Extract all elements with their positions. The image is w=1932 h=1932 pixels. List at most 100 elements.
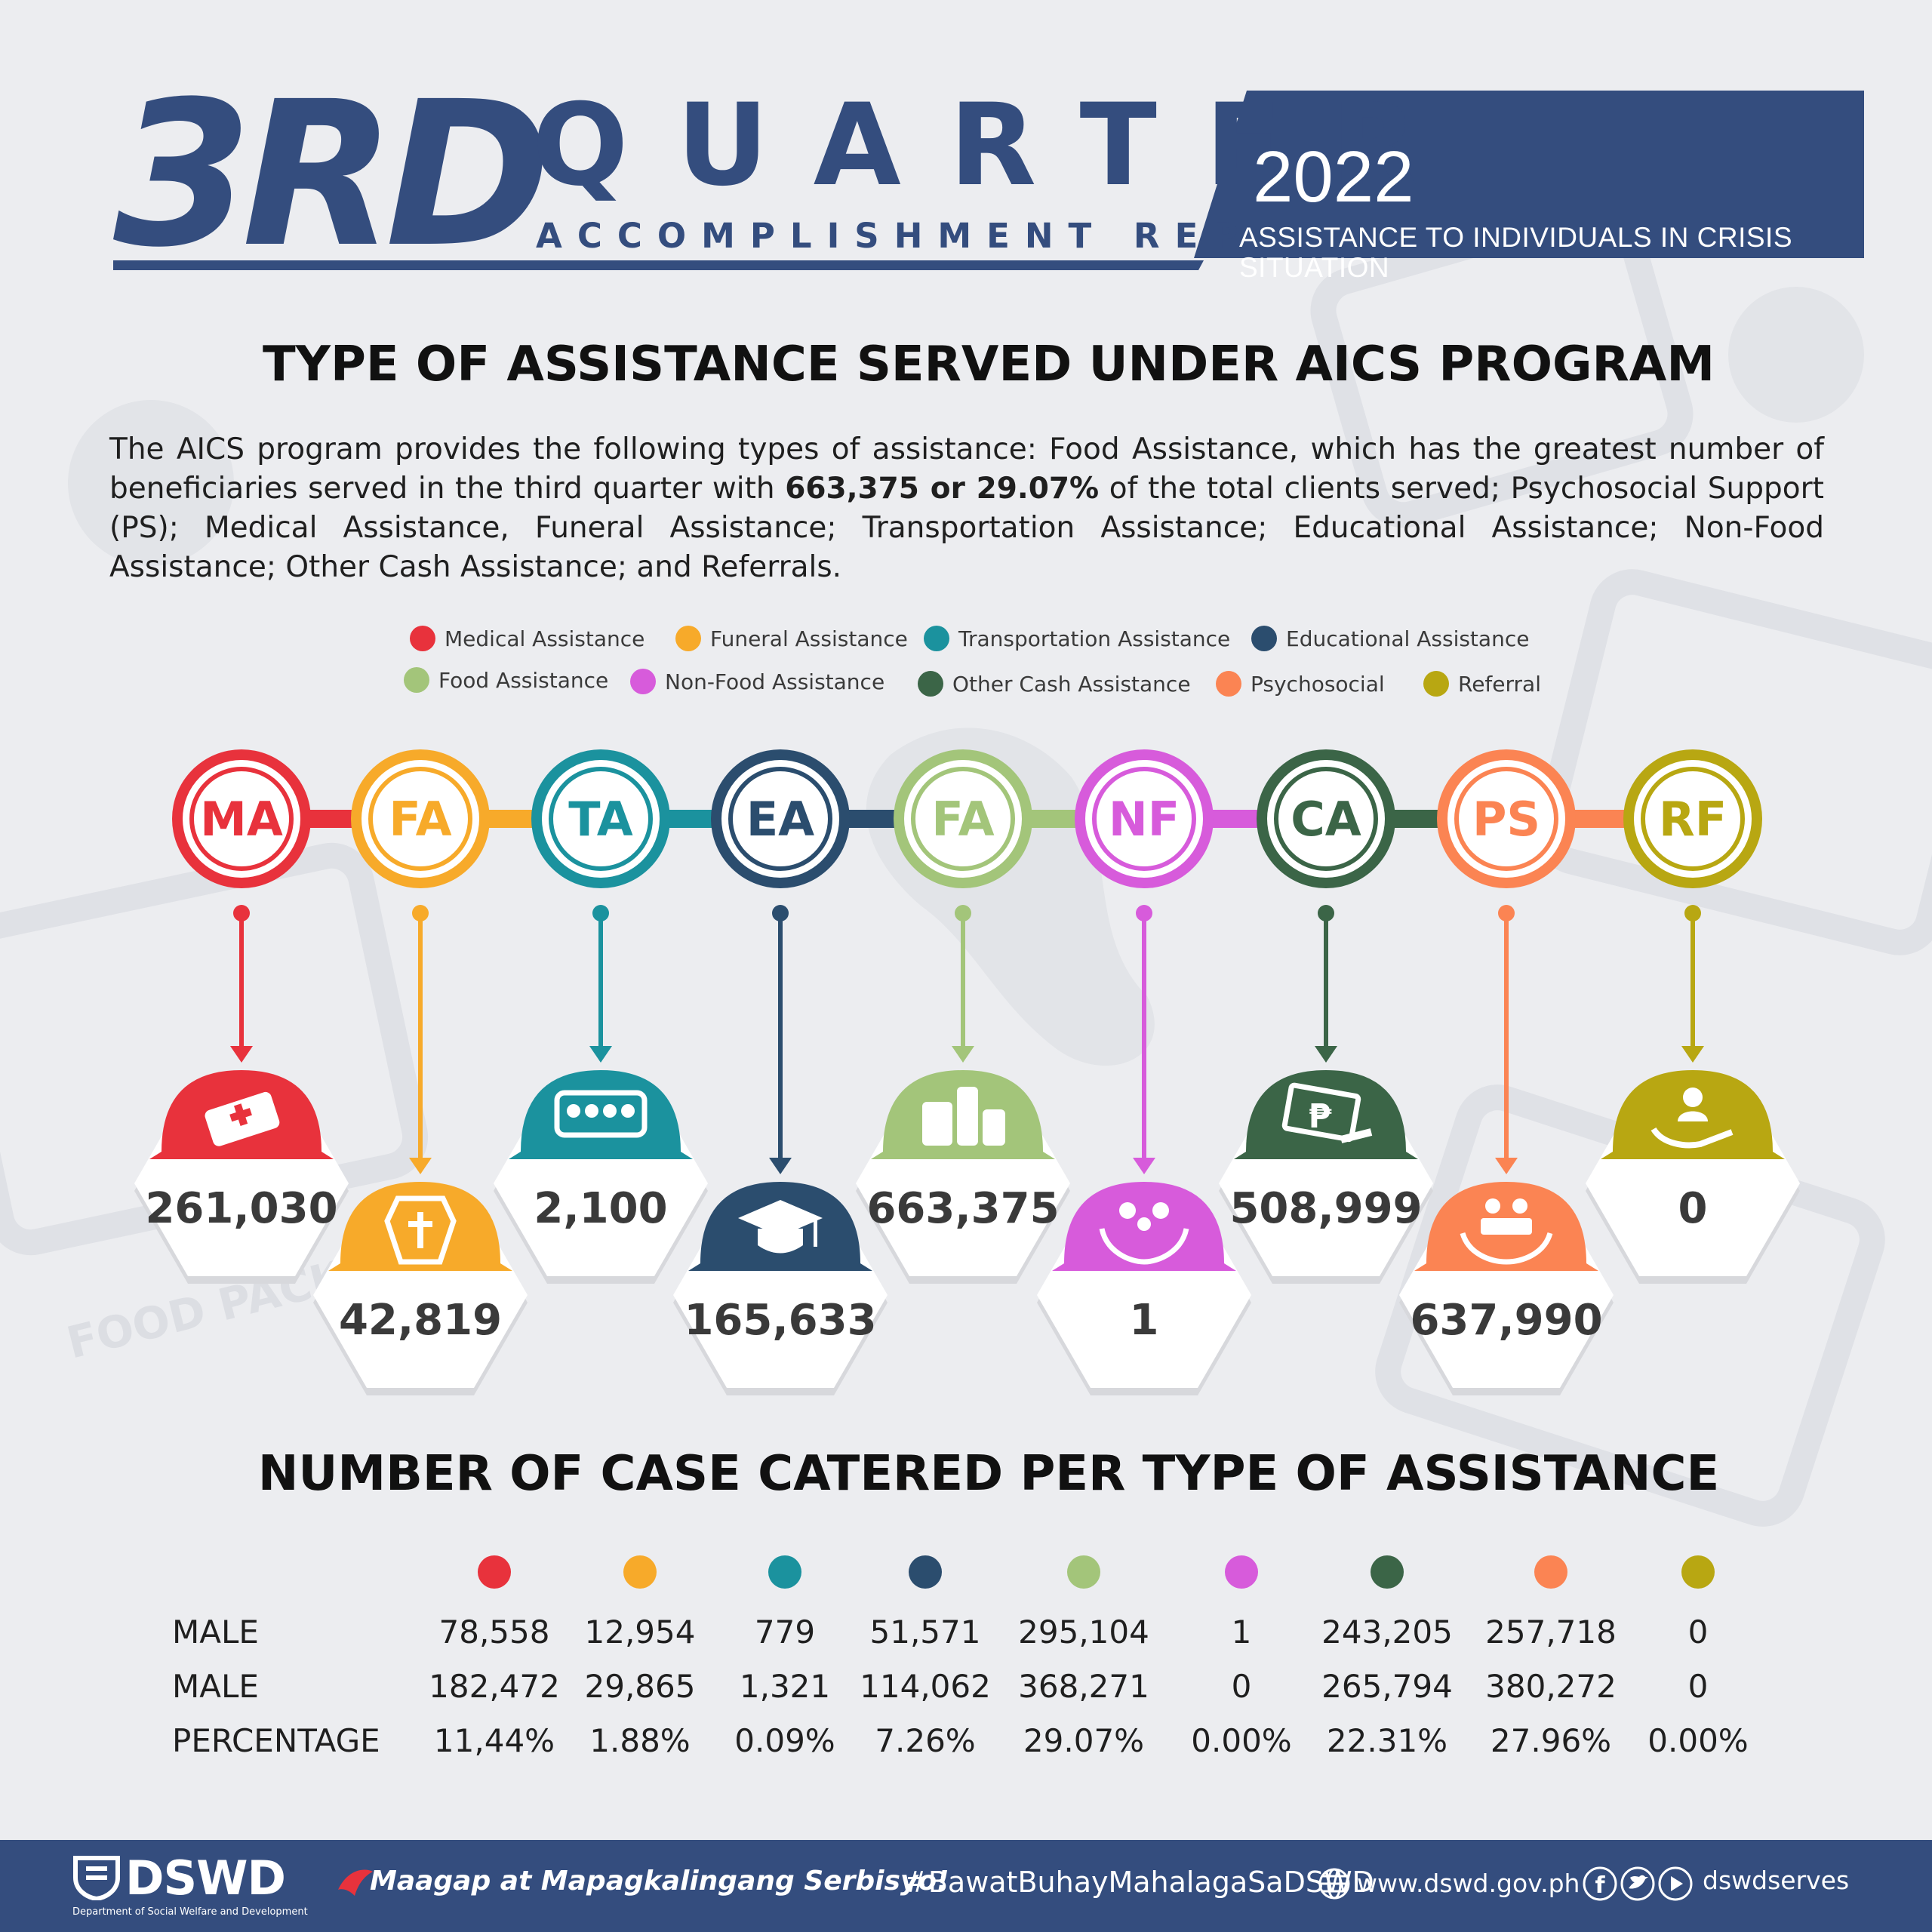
node-inner: [183, 760, 300, 878]
facebook-icon[interactable]: f: [1583, 1866, 1617, 1901]
svg-text:f: f: [1595, 1872, 1605, 1899]
node-inner-ring: [1274, 767, 1378, 871]
icon-banner: [1234, 1070, 1418, 1159]
legend-dot: [675, 626, 701, 651]
graduation-cap-icon: [738, 1200, 823, 1254]
assistance-total: 165,633: [684, 1296, 876, 1345]
node-inner-ring: [1092, 767, 1196, 871]
legend-item-funeral: Funeral Assistance: [675, 626, 908, 651]
footer-social-handle[interactable]: dswdserves: [1703, 1866, 1850, 1895]
column-color-dot: [1067, 1555, 1100, 1589]
node-inner-ring: [1454, 767, 1558, 871]
legend-dot: [924, 626, 949, 651]
table-cell: 182,472: [429, 1668, 560, 1705]
bus-passengers-icon: [554, 1090, 648, 1138]
legend-item-psychosocial: Psychosocial: [1216, 671, 1385, 697]
node-inner-ring: [189, 767, 294, 871]
legend-dot: [404, 667, 429, 693]
arrow-head: [589, 1046, 612, 1063]
table-cell: 7.26%: [875, 1722, 976, 1759]
table-cell: 257,718: [1485, 1614, 1617, 1651]
node-inner-ring: [549, 767, 653, 871]
counseling-hands-icon: [1460, 1198, 1553, 1265]
legend-dot: [1423, 671, 1449, 697]
social-icons: f: [1583, 1866, 1693, 1901]
arrow-head: [230, 1046, 253, 1063]
column-color-dot: [909, 1555, 942, 1589]
legend-item-food: Food Assistance: [404, 667, 608, 693]
groceries-icon: [922, 1087, 1005, 1146]
node-inner-ring: [911, 767, 1015, 871]
arrow-line: [1142, 913, 1146, 1161]
dswd-emblem-icon: [73, 1856, 120, 1900]
assistance-total: 637,990: [1410, 1296, 1602, 1345]
family-hands-icon: [1099, 1202, 1189, 1265]
table-cell: 12,954: [584, 1614, 696, 1651]
column-color-dot: [1534, 1555, 1567, 1589]
assistance-total: 508,999: [1229, 1184, 1422, 1233]
table-cell: 29,865: [584, 1668, 696, 1705]
report-year: 2022: [1253, 137, 1414, 217]
column-color-dot: [768, 1555, 801, 1589]
table-cell: 243,205: [1321, 1614, 1453, 1651]
arrow-line: [778, 913, 783, 1161]
table-cell: 265,794: [1321, 1668, 1453, 1705]
legend-dot: [630, 669, 656, 694]
table-cell: 78,558: [438, 1614, 550, 1651]
legend-item-non-food: Non-Food Assistance: [630, 669, 884, 694]
footer-slogan: Maagap at Mapagkalingang Serbisyo!: [370, 1866, 949, 1897]
arrow-line: [1324, 913, 1328, 1049]
table-cell: 0.09%: [734, 1722, 835, 1759]
legend-item-other-cash: Other Cash Assistance: [918, 671, 1191, 697]
legend-item-educational: Educational Assistance: [1251, 626, 1529, 651]
column-color-dot: [1225, 1555, 1258, 1589]
footer-website[interactable]: www.dswd.gov.ph: [1357, 1869, 1580, 1898]
twitter-icon[interactable]: [1620, 1866, 1655, 1901]
table-cell: 0: [1687, 1668, 1709, 1705]
node-inner-ring: [1641, 767, 1745, 871]
intro-highlight: 663,375 or 29.07%: [785, 472, 1100, 506]
node-label: TA: [568, 792, 632, 847]
table-cell: 0.00%: [1191, 1722, 1292, 1759]
connector-segment: [1211, 810, 1260, 828]
icon-banner: [509, 1070, 693, 1159]
assistance-total: 0: [1678, 1184, 1708, 1233]
legend-dot: [1251, 626, 1277, 651]
footer-hashtag: #BawatBuhayMahalagaSaDSWD: [904, 1866, 1374, 1899]
arrow-head: [1315, 1046, 1337, 1063]
column-color-dot: [1681, 1555, 1715, 1589]
table-cell: 380,272: [1485, 1668, 1617, 1705]
table-cell: 51,571: [869, 1614, 981, 1651]
quarter-ordinal: 3RD: [113, 59, 551, 291]
node-inner-ring: [728, 767, 832, 871]
node-inner: [542, 760, 660, 878]
arrow-line: [598, 913, 603, 1049]
youtube-icon[interactable]: [1658, 1866, 1693, 1901]
connector-segment: [308, 810, 354, 828]
node-inner: [1634, 760, 1752, 878]
report-subtitle: ACCOMPLISHMENT REPORT: [536, 216, 1375, 256]
table-cell: 295,104: [1018, 1614, 1149, 1651]
node-inner: [361, 760, 479, 878]
node-inner: [1447, 760, 1565, 878]
assistance-total: 2,100: [534, 1184, 667, 1233]
table-cell: 1,321: [739, 1668, 831, 1705]
table-cell: 114,062: [860, 1668, 991, 1705]
connector-segment: [1029, 810, 1078, 828]
arrow-head: [1681, 1046, 1704, 1063]
assistance-total: 42,819: [339, 1296, 502, 1345]
node-inner: [904, 760, 1022, 878]
section-title-cases: NUMBER OF CASE CATERED PER TYPE OF ASSIS…: [257, 1446, 1720, 1502]
node-label: NF: [1109, 792, 1180, 847]
cash-peso-icon: ₱: [1281, 1082, 1373, 1143]
footer-bar: DSWD Department of Social Welfare and De…: [0, 1840, 1932, 1932]
node-inner-ring: [368, 767, 472, 871]
legend-dot: [918, 671, 943, 697]
arrow-head: [952, 1046, 974, 1063]
node-inner: [1267, 760, 1385, 878]
coffin-cross-icon: [384, 1195, 457, 1265]
legend-dot: [1216, 671, 1241, 697]
legend-item-transportation: Transportation Assistance: [924, 626, 1230, 651]
assistance-total: 663,375: [866, 1184, 1059, 1233]
arrow-head: [1133, 1158, 1155, 1174]
